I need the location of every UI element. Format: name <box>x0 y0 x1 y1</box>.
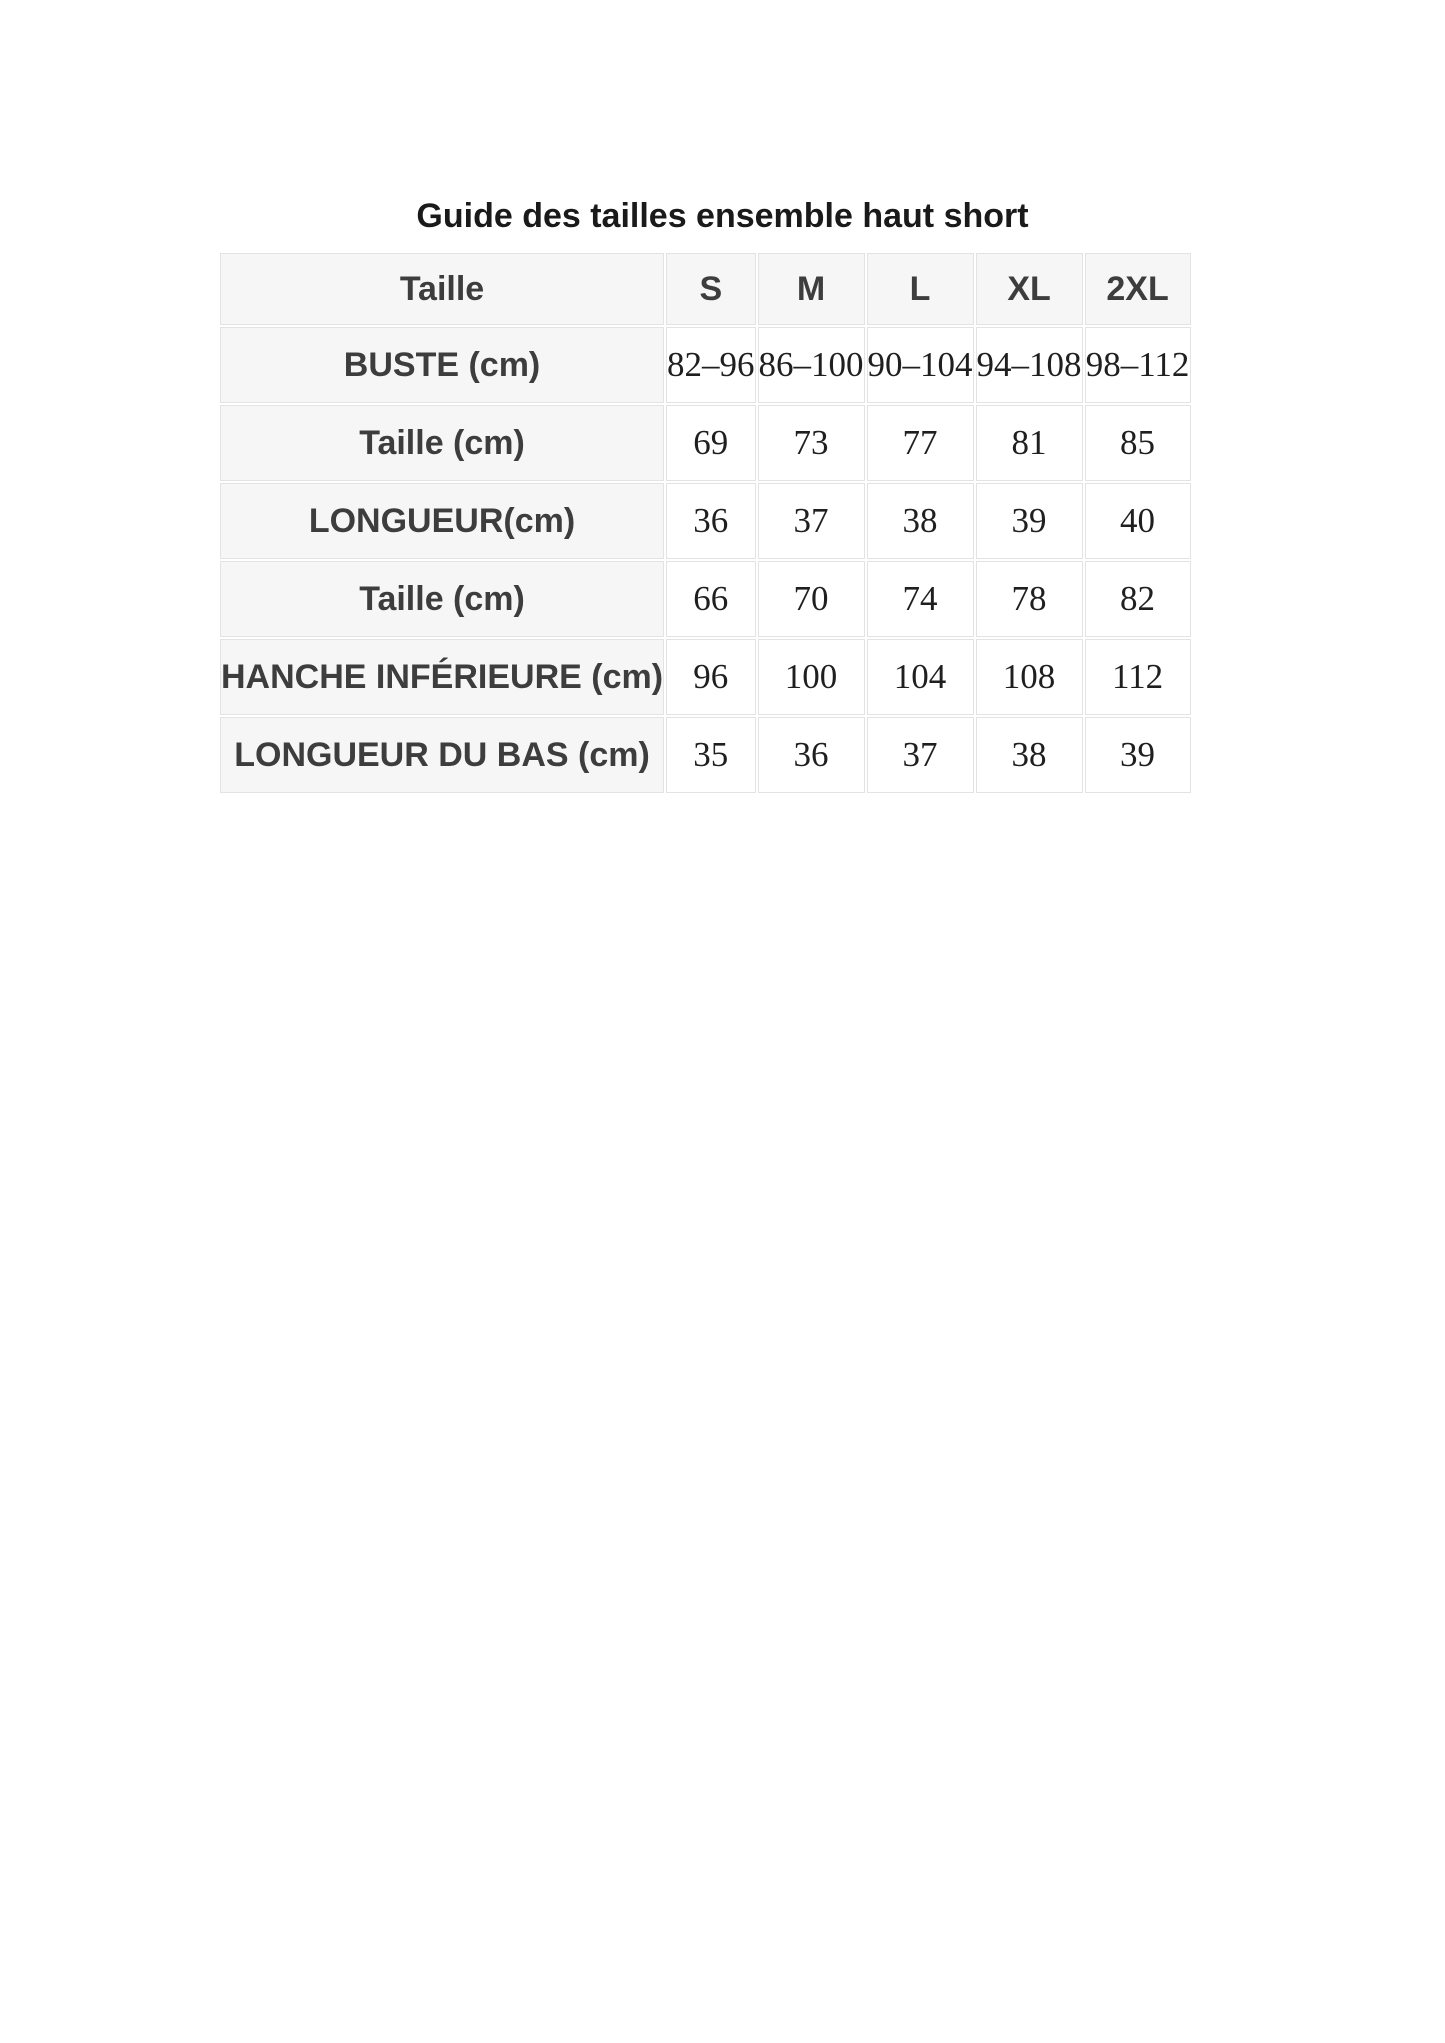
table-cell: 39 <box>1084 717 1191 793</box>
table-cell: 37 <box>866 717 974 793</box>
table-cell: 86–100 <box>757 327 865 403</box>
table-row-longueur-bas: LONGUEUR DU BAS (cm) 35 36 37 38 39 <box>220 717 1191 793</box>
table-cell: 104 <box>866 639 974 715</box>
table-cell: 94–108 <box>975 327 1083 403</box>
table-cell: 77 <box>866 405 974 481</box>
page-title: Guide des tailles ensemble haut short <box>416 197 1029 235</box>
table-cell: 73 <box>757 405 865 481</box>
table-row-longueur-haut: LONGUEUR(cm) 36 37 38 39 40 <box>220 483 1191 559</box>
row-label-longueur-haut: LONGUEUR(cm) <box>220 483 665 559</box>
header-cell-size-s: S <box>666 253 756 325</box>
header-cell-size-xl: XL <box>975 253 1083 325</box>
table-cell: 38 <box>975 717 1083 793</box>
table-cell: 36 <box>666 483 756 559</box>
row-label-longueur-bas: LONGUEUR DU BAS (cm) <box>220 717 665 793</box>
table-cell: 40 <box>1084 483 1191 559</box>
table-cell: 96 <box>666 639 756 715</box>
table-cell: 108 <box>975 639 1083 715</box>
table-header-row: Taille S M L XL 2XL <box>220 253 1191 325</box>
table-cell: 78 <box>975 561 1083 637</box>
row-label-taille-haut: Taille (cm) <box>220 405 665 481</box>
row-label-hanche: HANCHE INFÉRIEURE (cm) <box>220 639 665 715</box>
table-cell: 35 <box>666 717 756 793</box>
table-cell: 90–104 <box>866 327 974 403</box>
header-cell-size-m: M <box>757 253 865 325</box>
size-guide-page: Guide des tailles ensemble haut short Ta… <box>0 0 1227 795</box>
table-cell: 36 <box>757 717 865 793</box>
table-cell: 37 <box>757 483 865 559</box>
table-row-taille-bas: Taille (cm) 66 70 74 78 82 <box>220 561 1191 637</box>
table-cell: 85 <box>1084 405 1191 481</box>
table-cell: 39 <box>975 483 1083 559</box>
table-row-hanche: HANCHE INFÉRIEURE (cm) 96 100 104 108 11… <box>220 639 1191 715</box>
table-cell: 82–96 <box>666 327 756 403</box>
table-cell: 100 <box>757 639 865 715</box>
table-row-taille-haut: Taille (cm) 69 73 77 81 85 <box>220 405 1191 481</box>
size-guide-table: Taille S M L XL 2XL BUSTE (cm) 82–96 86–… <box>218 251 1193 795</box>
table-cell: 81 <box>975 405 1083 481</box>
table-cell: 74 <box>866 561 974 637</box>
table-cell: 70 <box>757 561 865 637</box>
table-cell: 82 <box>1084 561 1191 637</box>
table-row-buste: BUSTE (cm) 82–96 86–100 90–104 94–108 98… <box>220 327 1191 403</box>
table-cell: 69 <box>666 405 756 481</box>
row-label-taille-bas: Taille (cm) <box>220 561 665 637</box>
header-cell-size-l: L <box>866 253 974 325</box>
table-cell: 98–112 <box>1084 327 1191 403</box>
header-cell-taille: Taille <box>220 253 665 325</box>
row-label-buste: BUSTE (cm) <box>220 327 665 403</box>
header-cell-size-2xl: 2XL <box>1084 253 1191 325</box>
table-cell: 66 <box>666 561 756 637</box>
table-cell: 112 <box>1084 639 1191 715</box>
table-cell: 38 <box>866 483 974 559</box>
